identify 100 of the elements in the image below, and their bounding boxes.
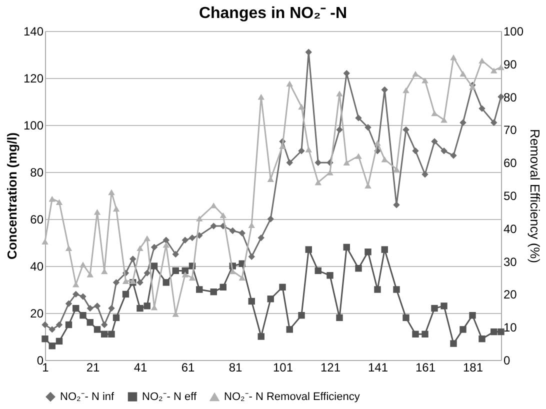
point [267,216,274,222]
y2-tick-label: 0 [504,354,510,368]
point [162,279,170,286]
point [381,246,388,253]
point [86,304,94,312]
point [112,314,120,322]
point [422,330,428,338]
x-tick-label: 81 [228,360,242,374]
point [305,146,312,152]
point [86,272,94,278]
point [305,246,312,253]
point [72,290,80,298]
point [450,340,457,347]
point [229,227,236,234]
y2-tick-label: 60 [504,156,518,170]
point [108,330,115,338]
point [72,304,80,312]
x-tick-label: 21 [86,360,100,374]
point [238,274,246,281]
point [136,245,144,252]
point [422,77,428,84]
point [162,242,170,248]
legend-label: NO₂⁻- N eff [142,390,198,403]
point [286,159,293,166]
point [144,302,150,310]
point [422,170,428,178]
y-tick-label: 0 [36,354,44,368]
y-tick-label: 100 [23,118,44,132]
point [478,58,486,64]
point [431,138,438,145]
point [112,279,120,286]
y-tick-label: 120 [23,72,44,86]
point [108,189,115,196]
point [374,140,381,146]
point [42,335,48,342]
point [478,105,486,112]
point [364,124,372,131]
point [469,312,476,319]
point [355,114,362,122]
point [343,160,350,166]
point [150,244,158,251]
y2-tick-label: 30 [504,254,518,269]
point [112,206,120,212]
point [412,70,419,77]
point [267,296,274,302]
point [258,234,264,242]
y-tick-label: 140 [23,24,44,38]
y2-tick-label: 90 [504,57,518,72]
point [412,147,419,154]
point [188,274,196,281]
point [314,159,322,166]
point [144,270,150,276]
point [108,304,115,312]
point [431,110,438,116]
point [196,286,203,293]
point [220,284,226,291]
point [56,199,63,205]
point [381,86,388,94]
point [144,235,150,242]
point [498,328,504,336]
y2-tick-label: 50 [504,189,518,203]
point [65,245,72,252]
point [343,244,350,251]
point [94,326,101,333]
point [490,119,498,126]
point [336,314,343,322]
point [490,68,498,74]
y-tick-label: 40 [30,260,44,274]
point [80,293,86,300]
point [279,143,286,150]
y-tick-label: 80 [30,166,44,180]
x-tick-label: 61 [181,360,195,374]
point [182,272,188,278]
point [298,147,305,154]
point [460,70,466,77]
x-tick-label: 161 [415,360,436,374]
point [279,284,286,291]
point [286,326,293,333]
legend-label: NO₂⁻- N Removal Efficiency [224,391,360,404]
point [94,302,101,310]
point [355,153,362,159]
point [393,166,400,172]
point [238,230,246,236]
point [440,116,448,123]
point [440,302,448,310]
legend-label: NO₂⁻- N inf [60,390,116,403]
x-tick-label: 41 [134,360,148,374]
point [136,279,144,286]
point [374,286,381,293]
point [42,238,48,244]
point [393,286,400,293]
point [56,321,63,328]
point [130,256,136,262]
x-tick-label: 141 [368,360,388,374]
point [220,212,226,218]
point [478,335,486,342]
point [101,321,108,328]
point [188,234,196,242]
point [248,298,255,305]
point [56,338,63,345]
